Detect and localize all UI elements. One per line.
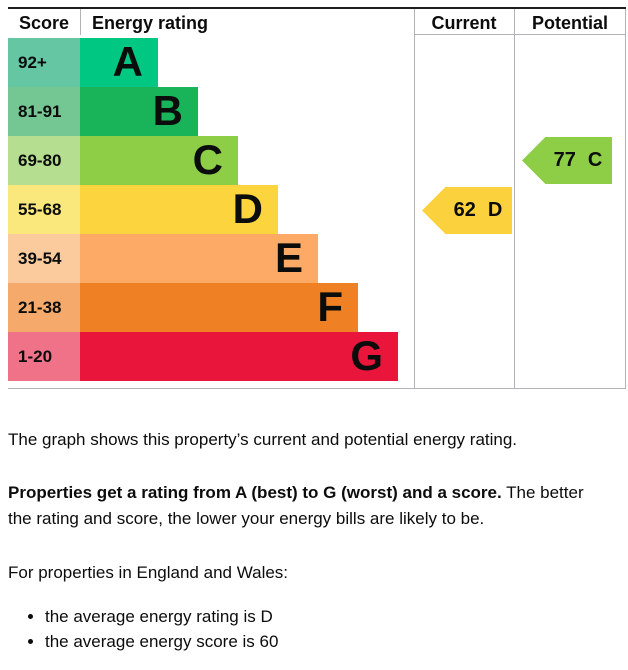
potential-band: C [587,149,603,171]
score-range-a: 92+ [8,38,80,87]
intro-paragraph: The graph shows this property’s current … [8,430,518,449]
average-rating-item: the average energy rating is D [45,604,624,629]
band-row-g: 1-20 G [8,332,626,381]
column-header-current: Current [431,13,497,33]
chart-top-border [8,7,626,9]
current-band: D [487,199,503,221]
rating-explainer-rest-1: The better [501,483,584,502]
averages-list: the average energy rating is D the avera… [8,604,624,654]
energy-rating-chart: Score Energy rating Current Potential 92… [8,7,626,389]
region-heading: For properties in England and Wales: [8,563,289,582]
column-header-potential: Potential [531,13,608,33]
band-bar-b: B [80,87,198,136]
score-range-f: 21-38 [8,283,80,332]
rating-explainer-bold: Properties get a rating from A (best) to… [8,483,502,502]
band-row-e: 39-54 E [8,234,626,283]
potential-score: 77 [553,149,576,171]
band-bar-d: D [80,185,278,234]
band-bar-f: F [80,283,358,332]
band-rows: 92+ A 81-91 B 69-80 C 55-68 D 39-54 E 21… [8,38,626,381]
band-row-c: 69-80 C [8,136,626,185]
score-range-e: 39-54 [8,234,80,283]
score-range-d: 55-68 [8,185,80,234]
average-score-item: the average energy score is 60 [45,629,624,654]
rating-explainer-rest-2: the rating and score, the lower your ene… [8,509,485,528]
chart-right-border [625,9,626,388]
chart-bottom-border [8,388,626,389]
header-underline [414,34,626,35]
band-bar-c: C [80,136,238,185]
score-range-g: 1-20 [8,332,80,381]
header-divider-line [80,9,81,35]
score-range-b: 81-91 [8,87,80,136]
band-bar-e: E [80,234,318,283]
current-score: 62 [453,199,476,221]
rating-explainer-paragraph: Properties get a rating from A (best) to… [8,480,624,532]
band-bar-a: A [80,38,158,87]
column-header-score: Score [18,13,70,33]
current-column-divider [414,9,415,388]
score-range-c: 69-80 [8,136,80,185]
band-row-d: 55-68 D [8,185,626,234]
potential-column-divider [514,9,515,388]
band-row-b: 81-91 B [8,87,626,136]
band-row-a: 92+ A [8,38,626,87]
band-bar-g: G [80,332,398,381]
band-row-f: 21-38 F [8,283,626,332]
explanatory-text: The graph shows this property’s current … [8,427,624,654]
column-header-energy-rating: Energy rating [92,13,209,33]
